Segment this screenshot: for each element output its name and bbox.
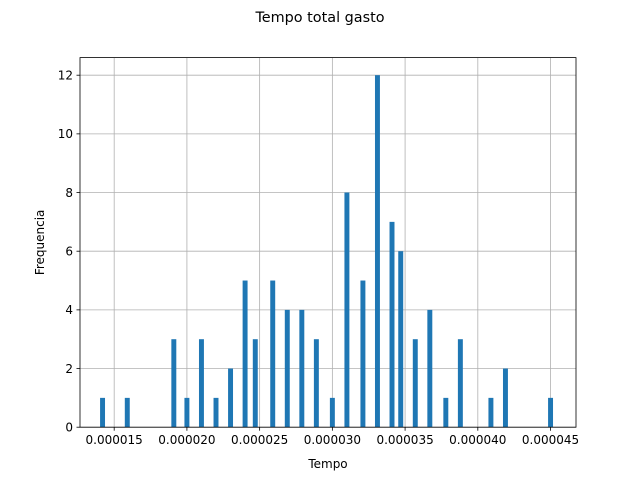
- histogram-bar: [457, 339, 463, 428]
- x-tick-label: 0.000025: [231, 433, 288, 447]
- x-tick-label: 0.000030: [304, 433, 361, 447]
- histogram-bar: [228, 368, 234, 428]
- y-axis-label: Frequencia: [33, 210, 47, 276]
- histogram-bar: [374, 75, 380, 428]
- histogram-bar: [412, 339, 418, 428]
- histogram-bar: [171, 339, 177, 428]
- histogram-bar: [284, 309, 290, 428]
- histogram-bar: [252, 339, 258, 428]
- x-axis-label: Tempo: [307, 457, 347, 471]
- chart-title: Tempo total gasto: [254, 10, 384, 26]
- histogram-bar: [100, 397, 106, 428]
- y-tick-label: 2: [65, 362, 73, 376]
- bars: [100, 75, 554, 428]
- y-axis-ticks: 0 2 4 6 8 10 12: [58, 69, 80, 435]
- y-tick-label: 4: [65, 303, 73, 317]
- histogram-bar: [299, 309, 305, 428]
- x-tick-label: 0.000045: [522, 433, 579, 447]
- histogram-bar: [548, 397, 554, 428]
- histogram-bar: [270, 280, 276, 428]
- x-tick-label: 0.000040: [449, 433, 506, 447]
- histogram-bar: [344, 192, 350, 428]
- histogram-bar: [398, 251, 404, 428]
- plot-frame: [79, 57, 577, 428]
- x-tick-label: 0.000035: [376, 433, 433, 447]
- x-tick-label: 0.000015: [86, 433, 143, 447]
- x-tick-label: 0.000020: [158, 433, 215, 447]
- y-tick-label: 0: [65, 421, 73, 435]
- histogram-bar: [198, 339, 204, 428]
- histogram-bar: [488, 397, 494, 428]
- histogram-bar: [443, 397, 449, 428]
- y-tick-label: 6: [65, 245, 73, 259]
- y-tick-label: 8: [65, 186, 73, 200]
- y-tick-label: 12: [58, 69, 73, 83]
- histogram-bar: [184, 397, 190, 428]
- histogram-bar: [313, 339, 319, 428]
- x-axis-ticks: 0.000015 0.000020 0.000025 0.000030 0.000035…: [86, 427, 579, 447]
- histogram-bar: [124, 397, 130, 428]
- histogram-bar: [502, 368, 508, 428]
- histogram-bar: [427, 309, 433, 428]
- histogram-bar: [242, 280, 248, 428]
- histogram-bar: [360, 280, 366, 428]
- y-tick-label: 10: [58, 127, 73, 141]
- histogram-bar: [389, 221, 395, 428]
- grid-lines: [80, 57, 576, 428]
- histogram-bar: [329, 397, 335, 428]
- histogram-bar: [213, 397, 219, 428]
